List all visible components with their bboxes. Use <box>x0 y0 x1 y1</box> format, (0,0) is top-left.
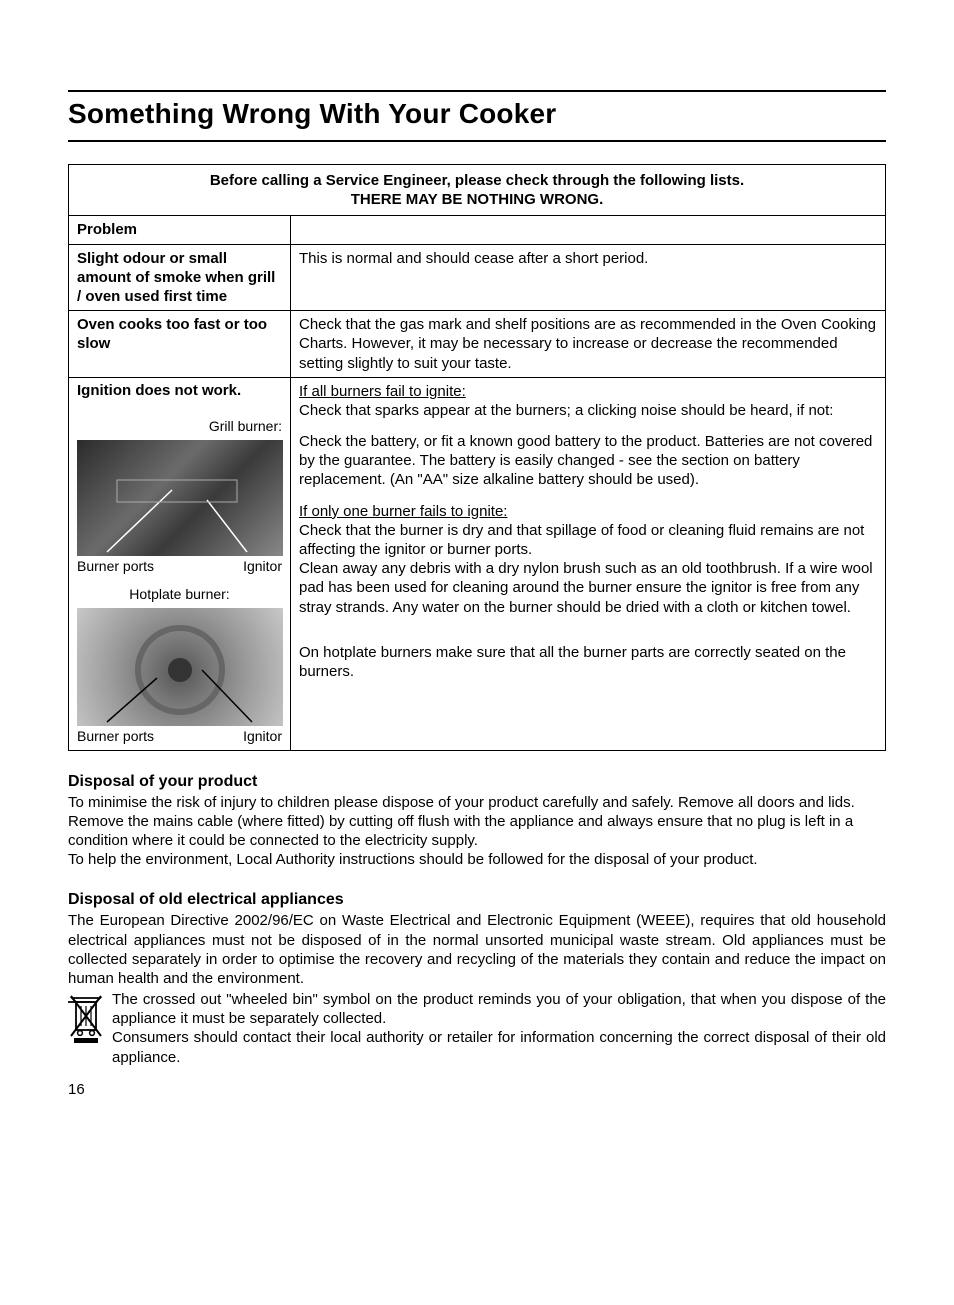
caption-burner-ports: Burner ports <box>77 558 154 576</box>
column-header-problem: Problem <box>69 216 291 244</box>
weee-block: The crossed out "wheeled bin" symbol on … <box>68 990 886 1067</box>
body-paragraph: Consumers should contact their local aut… <box>112 1029 886 1065</box>
photo-caption-row: Burner ports Ignitor <box>77 558 282 576</box>
body-paragraph: The crossed out "wheeled bin" symbol on … <box>112 991 886 1027</box>
rule-below-title <box>68 140 886 142</box>
solution-text: Check that the burner is dry and that sp… <box>299 522 864 558</box>
body-paragraph: The European Directive 2002/96/EC on Was… <box>68 911 886 988</box>
solution-subhead: If only one burner fails to ignite: <box>299 503 507 520</box>
document-page: Something Wrong With Your Cooker Before … <box>0 0 954 1138</box>
section-head-disposal-product: Disposal of your product <box>68 773 886 791</box>
section-head-disposal-weee: Disposal of old electrical appliances <box>68 891 886 909</box>
grill-burner-label: Grill burner: <box>77 418 282 436</box>
table-banner: Before calling a Service Engineer, pleas… <box>69 165 886 216</box>
body-paragraph: To minimise the risk of injury to childr… <box>68 793 886 851</box>
caption-burner-ports: Burner ports <box>77 728 154 746</box>
solution-text: On hotplate burners make sure that all t… <box>299 643 877 681</box>
hotplate-burner-photo <box>77 608 283 726</box>
photo-caption-row: Burner ports Ignitor <box>77 728 282 746</box>
weee-text-block: The crossed out "wheeled bin" symbol on … <box>112 990 886 1067</box>
hotplate-burner-label: Hotplate burner: <box>77 586 282 604</box>
column-header-solution <box>291 216 886 244</box>
solution-cell-ignition: If all burners fail to ignite: Check tha… <box>291 377 886 750</box>
troubleshooting-table: Before calling a Service Engineer, pleas… <box>68 164 886 751</box>
weee-bin-icon <box>68 992 104 1049</box>
caption-ignitor: Ignitor <box>243 558 282 576</box>
page-number: 16 <box>68 1081 886 1098</box>
solution-text: Check the battery, or fit a known good b… <box>299 432 877 490</box>
table-row: Slight odour or small amount of smoke wh… <box>69 244 886 311</box>
caption-ignitor: Ignitor <box>243 728 282 746</box>
body-paragraph: To help the environment, Local Authority… <box>68 850 886 869</box>
page-title: Something Wrong With Your Cooker <box>68 98 886 130</box>
problem-cell-ignition: Ignition does not work. Grill burner: Bu… <box>69 377 291 750</box>
solution-text: Check that sparks appear at the burners;… <box>299 402 833 419</box>
solution-cell: This is normal and should cease after a … <box>291 244 886 311</box>
grill-burner-photo <box>77 440 283 556</box>
table-row: Oven cooks too fast or too slow Check th… <box>69 311 886 378</box>
rule-top <box>68 90 886 92</box>
table-row: Ignition does not work. Grill burner: Bu… <box>69 377 886 750</box>
solution-text: Clean away any debris with a dry nylon b… <box>299 560 873 615</box>
problem-label: Ignition does not work. <box>77 382 282 400</box>
problem-cell: Oven cooks too fast or too slow <box>69 311 291 378</box>
solution-subhead: If all burners fail to ignite: <box>299 383 466 400</box>
problem-cell: Slight odour or small amount of smoke wh… <box>69 244 291 311</box>
solution-cell: Check that the gas mark and shelf positi… <box>291 311 886 378</box>
banner-line1: Before calling a Service Engineer, pleas… <box>210 172 744 189</box>
banner-line2: THERE MAY BE NOTHING WRONG. <box>351 191 604 208</box>
